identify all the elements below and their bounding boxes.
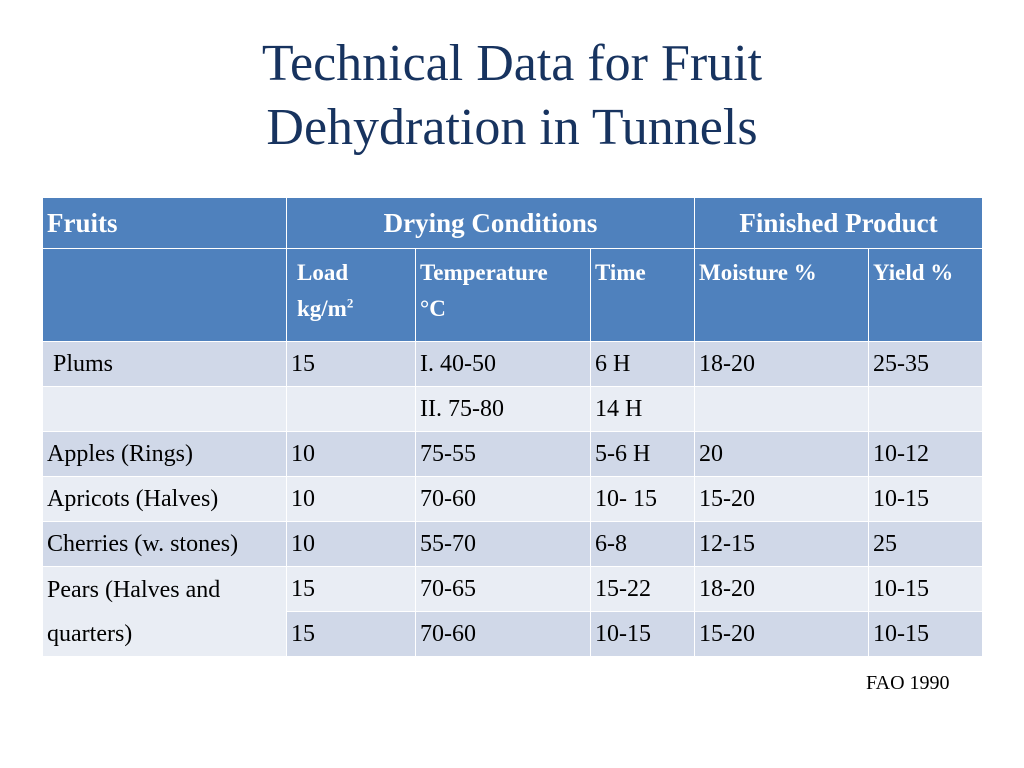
title-line-2: Dehydration in Tunnels: [266, 99, 758, 156]
header-temperature: Temperature °C: [415, 248, 591, 342]
cell-moisture: 15-20: [694, 476, 870, 522]
cell-fruit: [42, 386, 287, 432]
header-moisture: Moisture %: [694, 248, 870, 342]
cell-load: 15: [286, 566, 416, 612]
table-row: 15 70-60 10-15 15-20 10-15: [43, 611, 984, 657]
cell-fruit: Plums: [42, 341, 287, 387]
cell-load: 10: [286, 476, 416, 522]
header-yield: Yield %: [868, 248, 984, 342]
header-load: Load kg/m2: [286, 248, 416, 342]
table-row: Apples (Rings) 10 75-55 5-6 H 20 10-12: [42, 431, 984, 477]
cell-temperature: 70-65: [415, 566, 591, 612]
cell-temperature: II. 75-80: [415, 386, 591, 432]
cell-yield: 25-35: [868, 341, 984, 387]
title-line-1: Technical Data for Fruit: [261, 35, 763, 92]
cell-time: 15-22: [589, 566, 696, 612]
header-row-2: Load kg/m2 Temperature °C Time Moisture …: [42, 248, 984, 342]
cell-load: 15: [286, 341, 416, 387]
slide-title: Technical Data for Fruit Dehydration in …: [0, 32, 1024, 160]
header-drying-conditions: Drying Conditions: [285, 197, 696, 249]
header-load-unit: kg/m: [297, 296, 347, 321]
cell-fruit: Apples (Rings): [42, 431, 287, 477]
table-row: II. 75-80 14 H: [42, 386, 984, 432]
header-row-1: Fruits Drying Conditions Finished Produc…: [42, 197, 984, 249]
cell-time: 6 H: [589, 341, 696, 387]
header-temperature-line2: °C: [420, 296, 446, 321]
cell-time: 10- 15: [589, 476, 696, 522]
cell-temperature: 75-55: [415, 431, 591, 477]
header-load-line2: kg/m2: [297, 291, 411, 327]
source-citation: FAO 1990: [866, 672, 950, 694]
header-fruits: Fruits: [42, 197, 287, 249]
cell-yield: 10-15: [868, 476, 984, 522]
cell-moisture: 20: [694, 431, 870, 477]
cell-yield: 10-15: [868, 566, 984, 612]
cell-yield: 10-15: [868, 611, 984, 657]
header-finished-product: Finished Product: [694, 197, 984, 249]
cell-time: 10-15: [589, 611, 696, 657]
cell-load: [286, 386, 416, 432]
cell-load: 10: [286, 521, 416, 567]
cell-moisture: 15-20: [694, 611, 870, 657]
table-row: Pears (Halves and quarters) 15 70-65 15-…: [42, 566, 984, 657]
cell-yield: 25: [868, 521, 984, 567]
header-load-sup: 2: [346, 295, 354, 311]
cell-moisture: 18-20: [694, 341, 870, 387]
cell-fruit-line2: quarters): [47, 620, 133, 647]
fruit-dehydration-table: Fruits Drying Conditions Finished Produc…: [42, 197, 984, 657]
cell-time: 6-8: [589, 521, 696, 567]
header-temperature-line1: Temperature: [420, 260, 548, 285]
cell-moisture: 12-15: [694, 521, 870, 567]
header-blank: [42, 248, 287, 342]
header-time: Time: [589, 248, 696, 342]
cell-yield: [868, 386, 984, 432]
cell-moisture: 18-20: [694, 566, 870, 612]
cell-temperature: I. 40-50: [415, 341, 591, 387]
header-load-line1: Load: [297, 260, 349, 285]
cell-fruit-line1: Pears (Halves and: [47, 576, 221, 603]
cell-load: 10: [286, 431, 416, 477]
cell-temperature: 70-60: [415, 611, 591, 657]
cell-moisture: [694, 386, 870, 432]
cell-temperature: 70-60: [415, 476, 591, 522]
cell-time: 14 H: [589, 386, 696, 432]
table-row: Apricots (Halves) 10 70-60 10- 15 15-20 …: [42, 476, 984, 522]
cell-temperature: 55-70: [415, 521, 591, 567]
cell-yield: 10-12: [868, 431, 984, 477]
cell-load: 15: [286, 611, 416, 657]
table-row: Cherries (w. stones) 10 55-70 6-8 12-15 …: [42, 521, 984, 567]
cell-time: 5-6 H: [589, 431, 696, 477]
table-row: Plums 15 I. 40-50 6 H 18-20 25-35: [42, 341, 984, 387]
cell-fruit-pears: Pears (Halves and quarters): [42, 566, 287, 657]
cell-fruit: Apricots (Halves): [42, 476, 287, 522]
cell-fruit: Cherries (w. stones): [42, 521, 287, 567]
